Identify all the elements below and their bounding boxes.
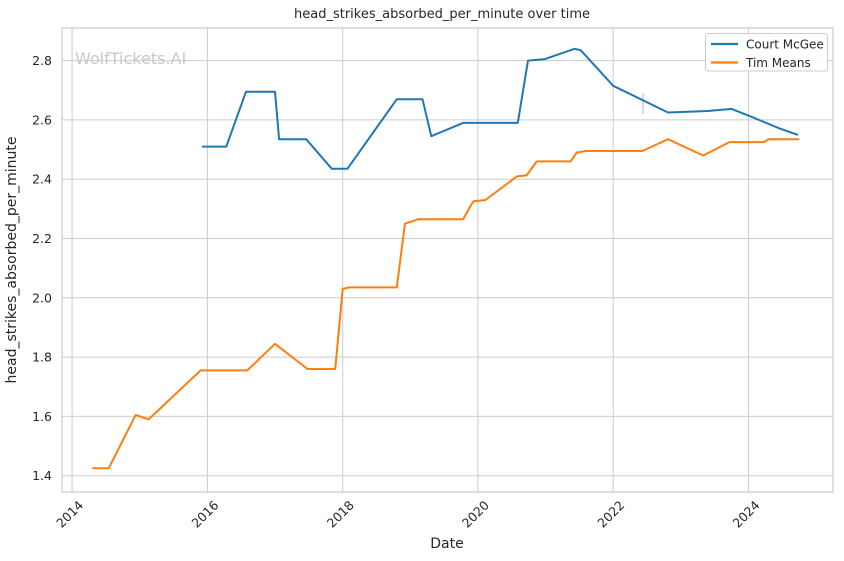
- series-line-court-mcgee: [201, 47, 799, 170]
- x-tick-label: 2022: [594, 498, 627, 531]
- gridlines: [62, 28, 833, 492]
- x-tick-label: 2014: [53, 497, 86, 530]
- x-tick-label: 2024: [730, 497, 763, 530]
- x-tick-label: 2016: [188, 497, 221, 530]
- y-tick-label: 2.4: [32, 172, 52, 187]
- y-tick-label: 2.8: [32, 53, 52, 68]
- legend: Court McGee Tim Means: [705, 33, 828, 72]
- chart-title: head_strikes_absorbed_per_minute over ti…: [294, 7, 590, 22]
- data-series: [92, 47, 800, 470]
- legend-label-court-mcgee: Court McGee: [746, 38, 824, 52]
- x-tick-label: 2018: [324, 497, 357, 530]
- x-tick-labels: 2014 2016 2018 2020 2022 2024: [53, 497, 763, 530]
- series-line-tim-means: [92, 138, 800, 470]
- y-tick-label: 1.4: [32, 468, 52, 483]
- y-tick-label: 2.6: [32, 112, 52, 127]
- x-axis-label: Date: [430, 536, 463, 552]
- y-axis-label: head_strikes_absorbed_per_minute: [4, 137, 20, 384]
- x-tick-label: 2020: [459, 497, 492, 530]
- legend-label-tim-means: Tim Means: [745, 56, 811, 70]
- y-tick-labels: 1.4 1.6 1.8 2.0 2.2 2.4 2.6 2.8: [32, 53, 52, 483]
- watermark: WolfTickets.AI: [75, 49, 186, 68]
- y-tick-label: 1.6: [32, 409, 52, 424]
- y-tick-label: 2.0: [32, 290, 52, 305]
- plot-border: [61, 27, 834, 493]
- y-tick-label: 1.8: [32, 350, 52, 365]
- y-tick-label: 2.2: [32, 231, 52, 246]
